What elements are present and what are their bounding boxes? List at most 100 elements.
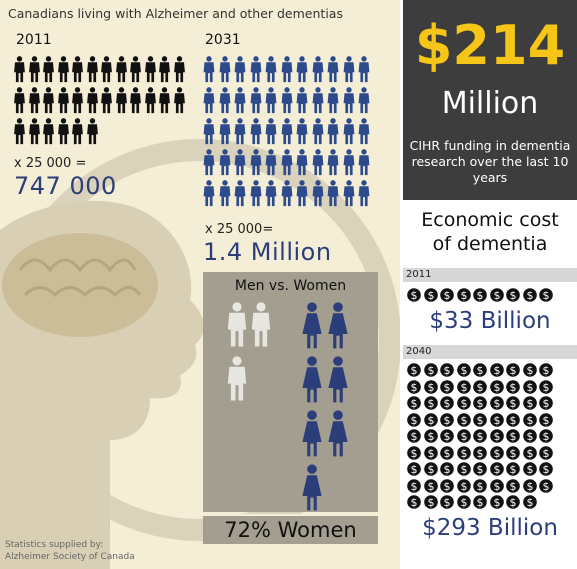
person-icon bbox=[115, 87, 127, 114]
dollar-coin-icon: $ bbox=[473, 379, 487, 394]
dollar-coin-icon: $ bbox=[506, 363, 520, 377]
person-icon bbox=[14, 56, 25, 83]
svg-text:$: $ bbox=[477, 430, 484, 443]
svg-text:$: $ bbox=[444, 397, 451, 410]
person-icon bbox=[57, 118, 69, 145]
dollar-coin-icon: $ bbox=[489, 462, 504, 476]
dollar-coin-icon: $ bbox=[489, 412, 504, 427]
dollar-coin-icon: $ bbox=[506, 288, 520, 302]
person-icon bbox=[203, 56, 215, 83]
woman-icon bbox=[302, 410, 322, 457]
dollar-coin-icon: $ bbox=[456, 478, 471, 493]
person-icon bbox=[101, 87, 112, 114]
men-vs-women-title: Men vs. Women bbox=[234, 278, 347, 294]
person-icon bbox=[358, 56, 370, 83]
svg-text:$: $ bbox=[460, 364, 467, 377]
man-icon bbox=[251, 302, 271, 347]
dollar-coin-icon: $ bbox=[506, 495, 520, 509]
unit-label-2031: x 25 000= bbox=[205, 222, 274, 237]
svg-text:$: $ bbox=[543, 289, 550, 302]
svg-text:$: $ bbox=[427, 381, 434, 394]
dollar-coin-icon: $ bbox=[506, 396, 520, 410]
person-icon bbox=[14, 87, 25, 114]
svg-text:$: $ bbox=[510, 430, 517, 443]
year-2011-label: 2011 bbox=[16, 32, 52, 48]
dollar-coin-icon: $ bbox=[440, 462, 454, 476]
svg-text:$: $ bbox=[493, 430, 500, 443]
person-icon bbox=[43, 118, 54, 145]
dollar-coin-icon: $ bbox=[456, 396, 471, 410]
person-icon bbox=[312, 87, 323, 114]
svg-text:$: $ bbox=[493, 496, 500, 509]
svg-text:$: $ bbox=[477, 289, 484, 302]
person-icon bbox=[281, 180, 292, 207]
person-icon bbox=[327, 149, 339, 176]
person-icon bbox=[159, 87, 170, 114]
svg-text:$: $ bbox=[460, 289, 467, 302]
person-icon bbox=[234, 149, 246, 176]
person-icon bbox=[265, 56, 277, 83]
person-icon bbox=[281, 56, 292, 83]
svg-text:$: $ bbox=[444, 364, 451, 377]
dollar-coin-icon: $ bbox=[522, 363, 537, 377]
person-icon bbox=[14, 118, 25, 145]
svg-text:$: $ bbox=[510, 397, 517, 410]
svg-text:$: $ bbox=[493, 364, 500, 377]
svg-text:$: $ bbox=[543, 397, 550, 410]
dollar-coin-icon: $ bbox=[407, 495, 421, 509]
dollar-coin-icon: $ bbox=[506, 412, 520, 427]
person-icon bbox=[358, 87, 370, 114]
dollar-coin-icon: $ bbox=[423, 445, 438, 460]
svg-text:$: $ bbox=[460, 430, 467, 443]
person-icon bbox=[28, 87, 40, 114]
dollar-coin-icon: $ bbox=[473, 396, 487, 410]
svg-text:$: $ bbox=[526, 364, 533, 377]
person-icon bbox=[203, 180, 215, 207]
person-icon bbox=[358, 118, 370, 145]
dollar-coin-icon: $ bbox=[522, 462, 537, 476]
dollar-coin-icon: $ bbox=[473, 495, 487, 509]
person-icon bbox=[203, 118, 215, 145]
left-panel: Canadians living with Alzheimer and othe… bbox=[0, 6, 400, 569]
woman-icon bbox=[328, 356, 348, 403]
svg-text:$: $ bbox=[427, 414, 434, 427]
person-icon bbox=[57, 56, 69, 83]
svg-text:$: $ bbox=[444, 289, 451, 302]
dollar-coin-icon: $ bbox=[456, 412, 471, 427]
dollar-coin-icon: $ bbox=[456, 445, 471, 460]
svg-text:$: $ bbox=[543, 364, 550, 377]
dollar-coin-icon: $ bbox=[473, 478, 487, 493]
svg-text:$: $ bbox=[526, 414, 533, 427]
svg-text:$: $ bbox=[543, 414, 550, 427]
dollar-coin-icon: $ bbox=[423, 495, 438, 509]
dollar-coin-icon: $ bbox=[440, 445, 454, 460]
women-percentage-label: 72% Women bbox=[224, 518, 357, 542]
person-icon bbox=[296, 56, 308, 83]
svg-text:$: $ bbox=[427, 430, 434, 443]
svg-text:$: $ bbox=[477, 397, 484, 410]
dollar-coin-icon: $ bbox=[539, 288, 553, 302]
person-icon bbox=[296, 149, 308, 176]
svg-text:$: $ bbox=[493, 447, 500, 460]
svg-text:$: $ bbox=[493, 414, 500, 427]
person-icon bbox=[296, 118, 308, 145]
person-icon bbox=[43, 87, 54, 114]
svg-text:$: $ bbox=[510, 381, 517, 394]
svg-text:$: $ bbox=[477, 480, 484, 493]
person-icon bbox=[281, 87, 292, 114]
econ-value-2040: $293 Billion bbox=[422, 515, 558, 541]
svg-text:$: $ bbox=[526, 496, 533, 509]
credit-line-2: Alzheimer Society of Canada bbox=[5, 552, 135, 562]
person-icon bbox=[130, 87, 141, 114]
person-icon bbox=[203, 87, 215, 114]
person-icon bbox=[327, 118, 339, 145]
person-icon bbox=[159, 56, 170, 83]
svg-text:$: $ bbox=[477, 496, 484, 509]
person-icon bbox=[57, 87, 69, 114]
dollar-coin-icon: $ bbox=[407, 379, 421, 394]
year-2031-label: 2031 bbox=[205, 32, 241, 48]
svg-text:$: $ bbox=[526, 289, 533, 302]
dollar-coin-icon: $ bbox=[407, 478, 421, 493]
dollar-coin-icon: $ bbox=[423, 379, 438, 394]
svg-text:$: $ bbox=[411, 480, 418, 493]
